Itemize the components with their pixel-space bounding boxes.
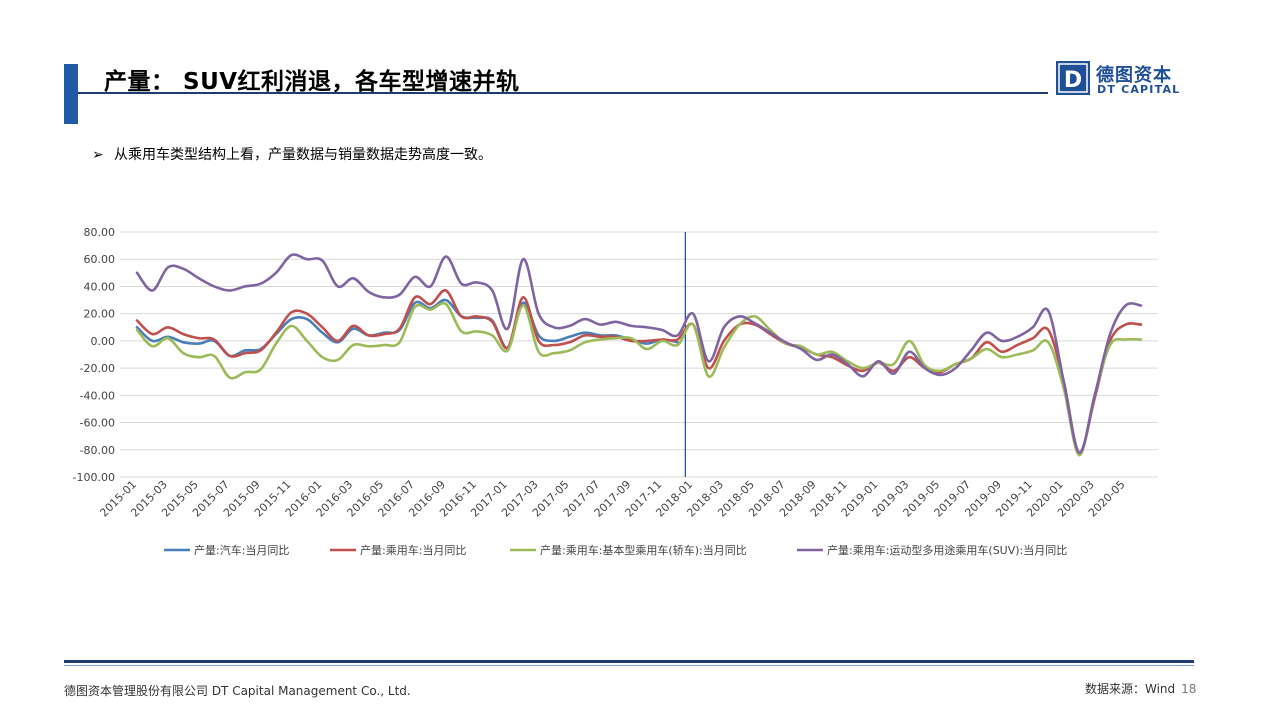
production-yoy-line-chart: 80.00 60.00 40.00 20.00 0.00 -20.00 -40.00 -60.… (73, 226, 1158, 557)
page-number: 18 (1181, 682, 1197, 696)
y-tick-label: -80.00 (80, 444, 115, 457)
logo-chinese-name: 德图资本 (1096, 65, 1172, 86)
data-source: 数据来源：Wind (1085, 682, 1176, 696)
series-line-segment (135, 289, 1143, 454)
logo-english-name: DT CAPITAL (1097, 83, 1181, 96)
logo-letter: D (1064, 68, 1082, 93)
dt-logo-icon: D (1056, 61, 1090, 95)
chart-series-lines (135, 253, 1143, 457)
series-line-segment (135, 301, 1143, 457)
company-logo: D 德图资本 DT CAPITAL (1056, 61, 1186, 97)
y-tick-label: 40.00 (84, 280, 116, 293)
chart-legend: 产量:汽车:当月同比 产量:乘用车:当月同比 产量:乘用车:基本型乘用车(轿车):当… (164, 543, 1067, 557)
passenger-yoy-series-line (135, 289, 1143, 454)
footer-rule-thin (64, 665, 1194, 666)
y-tick-label: -60.00 (80, 417, 115, 430)
chart-gridlines (120, 231, 1158, 478)
y-tick-label: -20.00 (80, 362, 115, 375)
y-tick-label: 60.00 (84, 253, 116, 266)
footer-company: 德图资本管理股份有限公司 DT Capital Management Co., … (64, 684, 411, 698)
legend-label: 产量:乘用车:当月同比 (360, 543, 466, 557)
y-tick-label: -100.00 (73, 471, 115, 484)
suv-yoy-series-line (135, 253, 1143, 454)
y-tick-label: 20.00 (84, 308, 116, 321)
y-tick-label: 80.00 (84, 226, 116, 239)
y-axis-tick-labels: 80.00 60.00 40.00 20.00 0.00 -20.00 -40.00 -60.… (73, 226, 115, 484)
x-axis-tick-labels: 2015-012015-032015-052015-072015-092015-… (97, 478, 1127, 520)
footer-rule (64, 660, 1194, 663)
series-line-segment (135, 253, 1143, 454)
y-tick-label: 0.00 (91, 335, 116, 348)
bullet-arrow-icon: ➢ (92, 147, 104, 163)
bullet-text: 从乘用车类型结构上看，产量数据与销量数据走势高度一致。 (114, 147, 492, 163)
sedan-yoy-series-line (135, 301, 1143, 457)
y-tick-label: -40.00 (80, 389, 115, 402)
legend-label: 产量:汽车:当月同比 (194, 543, 289, 557)
title-rule (78, 92, 1048, 94)
legend-label: 产量:乘用车:运动型多用途乘用车(SUV):当月同比 (827, 543, 1067, 557)
bullet-point: ➢ 从乘用车类型结构上看，产量数据与销量数据走势高度一致。 (92, 144, 492, 164)
title-accent-bar (64, 64, 78, 124)
page-title: 产量： SUV红利消退，各车型增速并轨 (104, 69, 520, 95)
legend-label: 产量:乘用车:基本型乘用车(轿车):当月同比 (540, 543, 747, 557)
footer-source: 数据来源：Wind 18 (1085, 680, 1196, 697)
